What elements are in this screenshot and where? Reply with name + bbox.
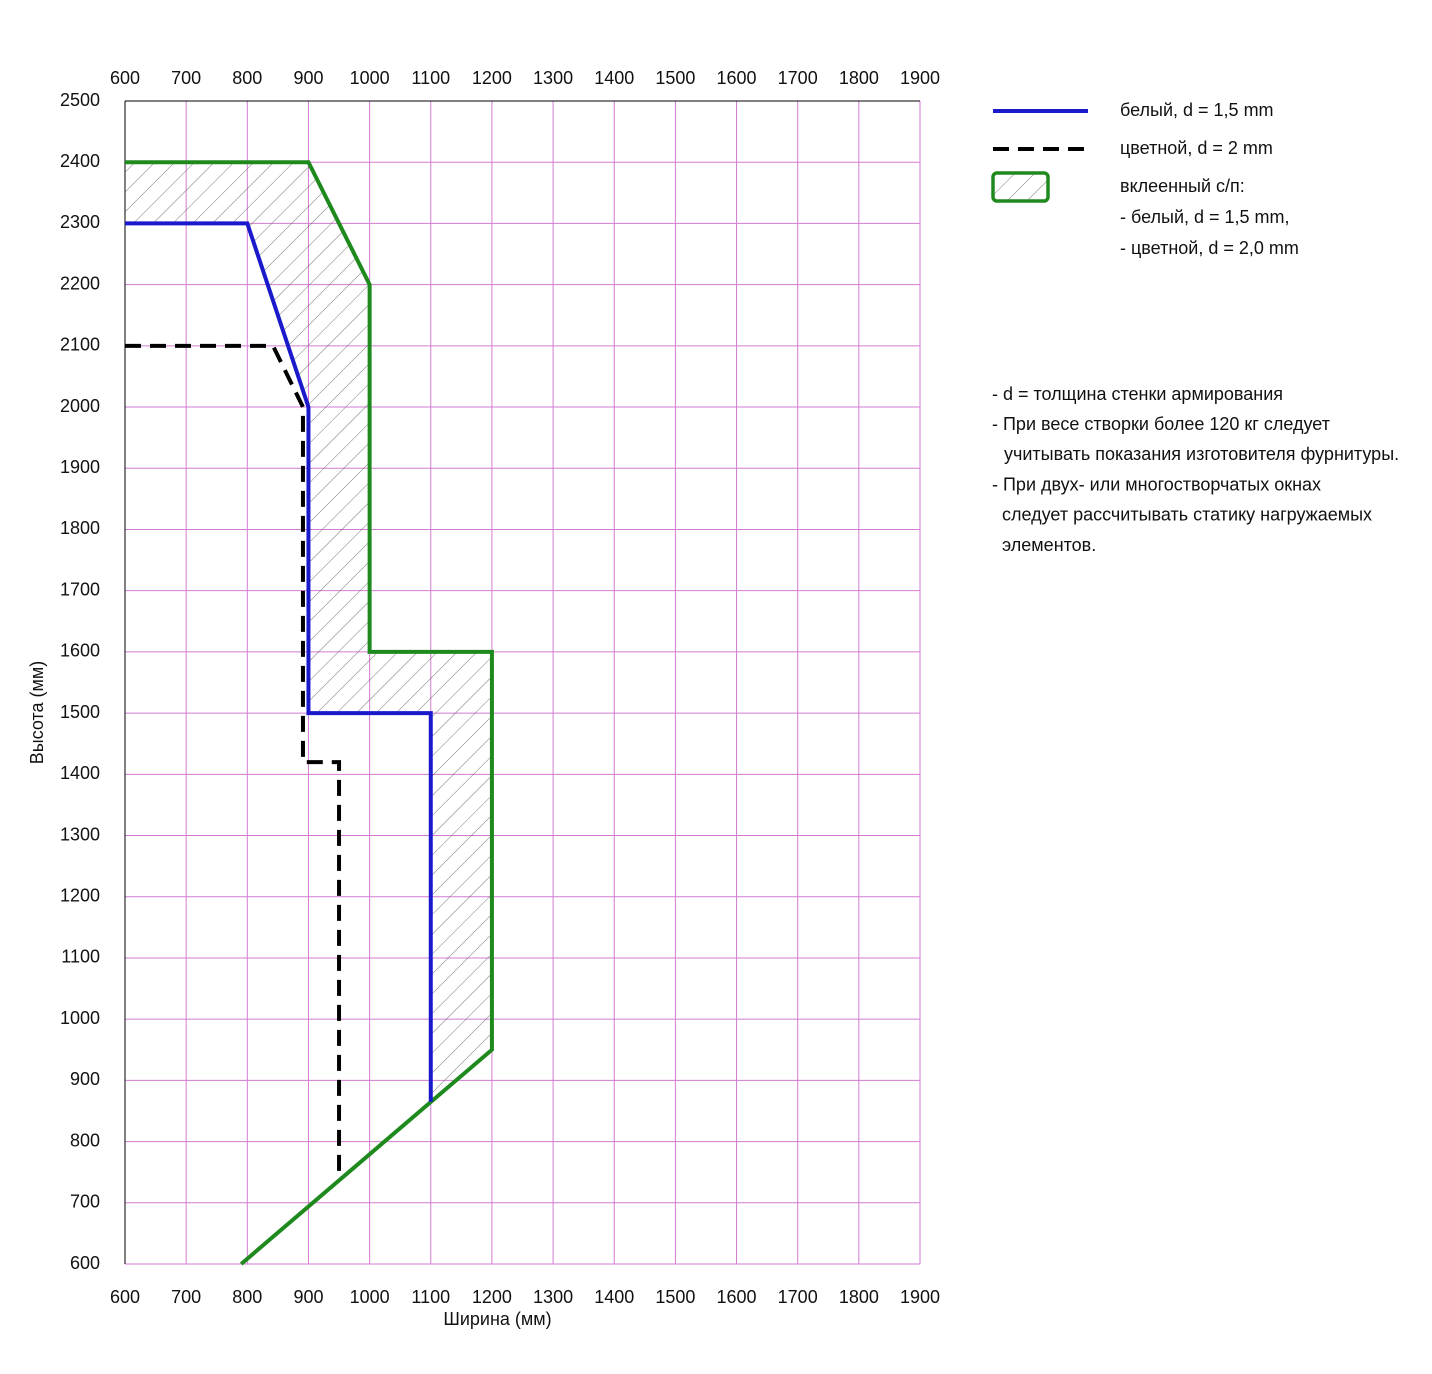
legend-label: цветной, d = 2 mm [1120,138,1273,158]
legend-label: вклеенный с/п: [1120,176,1245,196]
y-tick-label: 1400 [60,763,100,783]
x-tick-label: 1600 [717,68,757,88]
x-tick-label: 1900 [900,1287,940,1307]
y-tick-label: 1600 [60,641,100,661]
y-tick-label: 1200 [60,885,100,905]
y-tick-label: 2100 [60,335,100,355]
x-tick-label: 1100 [411,1287,450,1307]
x-tick-label: 1700 [778,1287,818,1307]
x-tick-label: 1500 [655,68,695,88]
x-tick-label: 1600 [717,1287,757,1307]
note-text: следует рассчитывать статику нагружаемых [1002,505,1372,525]
x-tick-label: 600 [110,68,140,88]
y-tick-label: 1700 [60,579,100,599]
x-tick-label: 900 [293,68,323,88]
note-text: элементов. [1002,535,1096,555]
x-tick-label: 1000 [350,68,390,88]
x-tick-label: 700 [171,68,201,88]
x-tick-label: 1300 [533,68,573,88]
y-tick-label: 1300 [60,824,100,844]
x-tick-label: 1900 [900,68,940,88]
y-tick-label: 1500 [60,702,100,722]
y-tick-label: 2500 [60,90,100,110]
legend-detail: - белый, d = 1,5 mm, [1120,207,1290,227]
x-axis-title: Ширина (мм) [443,1309,551,1329]
y-tick-label: 2200 [60,273,100,293]
y-axis-title: Высота (мм) [27,661,47,765]
series-line [125,221,433,1102]
y-tick-label: 1000 [60,1008,100,1028]
note-text: - d = толщина стенки армирования [992,384,1283,404]
x-tick-label: 600 [110,1287,140,1307]
x-tick-label: 1400 [594,1287,634,1307]
note-text: - При двух- или многостворчатых окнах [992,474,1321,494]
y-tick-label: 2400 [60,151,100,171]
series-line [125,343,342,1176]
y-tick-label: 900 [70,1069,100,1089]
legend-detail: - цветной, d = 2,0 mm [1120,238,1299,258]
y-tick-label: 2000 [60,396,100,416]
x-tick-label: 1700 [778,68,818,88]
y-tick-label: 1800 [60,518,100,538]
series-line [125,160,494,1266]
x-tick-label: 1200 [472,68,512,88]
y-tick-label: 800 [70,1130,100,1150]
x-tick-label: 1200 [472,1287,512,1307]
x-tick-label: 900 [293,1287,323,1307]
x-tick-label: 1500 [655,1287,695,1307]
note-text: учитывать показания изготовителя фурниту… [1004,444,1399,464]
x-tick-label: 800 [232,1287,262,1307]
y-tick-label: 600 [70,1253,100,1273]
note-text: - При весе створки более 120 кг следует [992,414,1330,434]
x-tick-label: 1800 [839,68,879,88]
x-tick-label: 700 [171,1287,201,1307]
x-tick-label: 800 [232,68,262,88]
x-tick-label: 1400 [594,68,634,88]
y-tick-label: 2300 [60,212,100,232]
x-tick-label: 1100 [411,68,450,88]
y-tick-label: 1100 [61,947,100,967]
x-tick-label: 1000 [350,1287,390,1307]
x-tick-label: 1300 [533,1287,573,1307]
legend-swatch [991,171,1050,203]
y-tick-label: 700 [70,1192,100,1212]
x-tick-label: 1800 [839,1287,879,1307]
legend-label: белый, d = 1,5 mm [1120,100,1274,120]
y-tick-label: 1900 [60,457,100,477]
